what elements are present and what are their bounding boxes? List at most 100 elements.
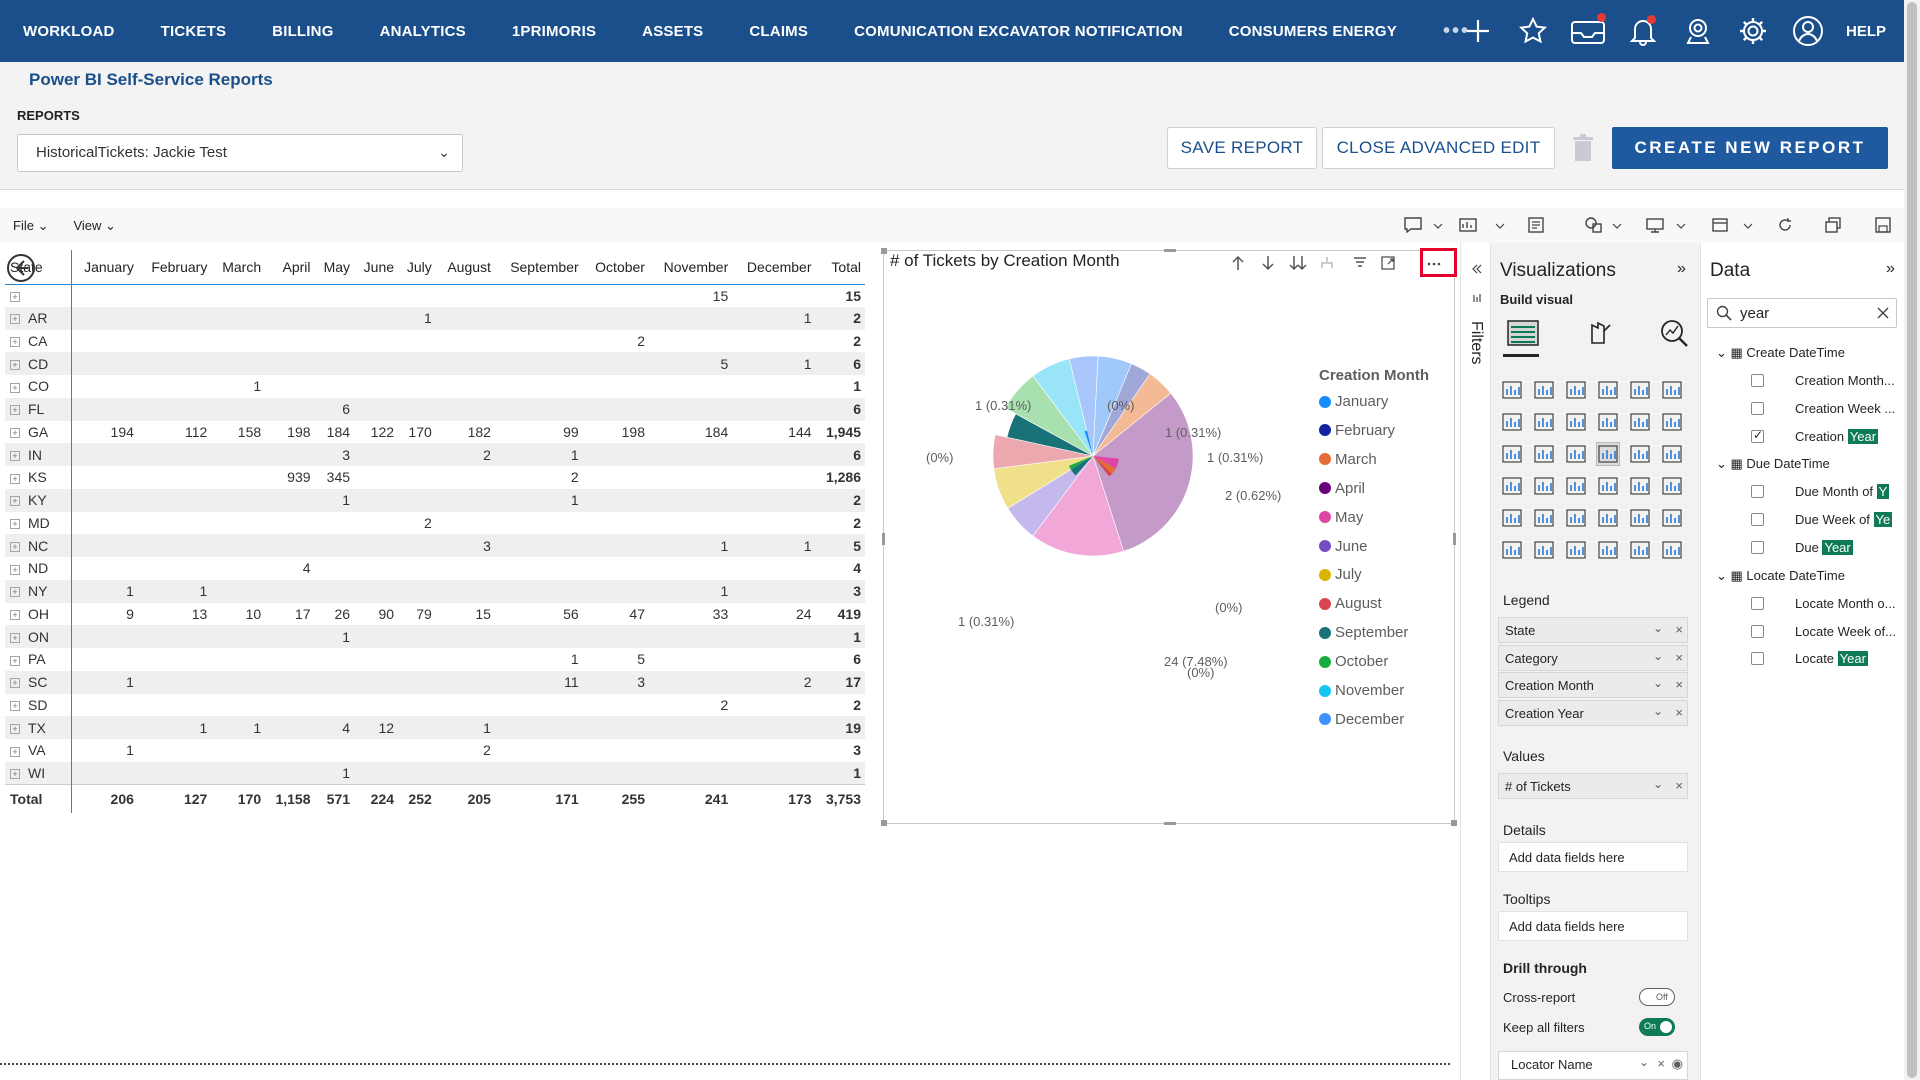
nav-item-tickets[interactable]: TICKETS [160,22,227,40]
matrix-visual[interactable]: State January February March April May June Jul… [5,250,865,813]
expand-icon[interactable]: + [10,678,20,689]
chevron-down-icon[interactable]: ⌄ [1652,621,1663,635]
map-visual-icon[interactable] [1500,474,1524,498]
expand-all-down-icon[interactable] [1288,254,1308,272]
nav-more-icon[interactable]: ••• [1442,19,1470,42]
field-checkbox[interactable] [1751,401,1764,415]
power-apps-visual-icon[interactable] [1660,538,1684,562]
file-menu[interactable]: File ⌄ [13,217,49,233]
table-node-due-datetime[interactable]: ⌄ ▦ Due DateTime [1716,456,1830,472]
close-icon[interactable]: × [1675,704,1683,720]
paginated-visual-icon[interactable] [1628,538,1652,562]
r-visual-visual-icon[interactable] [1660,506,1684,530]
legend-item-february[interactable]: February [1319,422,1395,439]
locator-name-field[interactable]: Locator Name ⌄ × ◉ [1498,1051,1688,1080]
analytics-tab-icon[interactable] [1654,313,1694,353]
pie-sliver[interactable] [1093,456,1116,474]
scrollbar-thumb[interactable] [1907,2,1917,1078]
nav-item-claims[interactable]: CLAIMS [749,22,809,40]
line-visual-icon[interactable] [1500,410,1524,434]
matrix-column-header[interactable]: October [582,250,649,285]
resize-handle[interactable] [882,533,885,545]
expand-icon[interactable]: + [10,587,20,598]
chevron-down-icon[interactable]: ⌄ [1716,567,1731,583]
legend-item-december[interactable]: December [1319,711,1404,728]
key-influencers-visual-icon[interactable] [1532,538,1556,562]
field-node[interactable]: Creation Month... [1795,373,1895,388]
chevron-down-icon[interactable] [1433,222,1443,230]
pie-sliver[interactable] [1093,456,1119,469]
field-node[interactable]: Due Year [1795,540,1853,555]
legend-item-august[interactable]: August [1319,595,1382,612]
close-icon[interactable]: × [1675,622,1683,637]
chevron-down-icon[interactable]: ⌄ [1716,456,1731,472]
inbox-icon[interactable] [1561,0,1616,62]
pie-visual-icon[interactable] [1596,442,1620,466]
100-bar-visual-icon[interactable] [1628,378,1652,402]
textbox-icon[interactable] [1526,216,1546,234]
expand-icon[interactable]: + [10,701,20,712]
resize-handle[interactable] [1453,533,1456,545]
filters-pane[interactable]: Filters [1460,243,1490,1080]
matrix-column-header[interactable]: December [732,250,816,285]
chevron-down-icon[interactable] [1676,222,1686,230]
nav-item-assets[interactable]: ASSETS [642,22,704,40]
hierarchy-icon[interactable] [1319,254,1335,272]
expand-icon[interactable]: + [10,450,20,461]
more-options-highlight[interactable] [1420,248,1457,277]
plus-icon[interactable] [1451,0,1506,62]
shape-map-visual-icon[interactable] [1564,474,1588,498]
expand-icon[interactable]: + [10,519,20,530]
clustered-column-visual-icon[interactable] [1596,378,1620,402]
keep-all-filters-toggle[interactable]: On [1639,1018,1675,1036]
pie-slice-august[interactable] [992,434,1094,470]
funnel-visual-icon[interactable] [1532,442,1556,466]
field-checkbox[interactable] [1751,374,1764,387]
field-checkbox[interactable] [1751,541,1764,554]
table-node-locate-datetime[interactable]: ⌄ ▦ Locate DateTime [1716,568,1845,584]
legend-item-september[interactable]: September [1319,624,1408,641]
chevron-down-icon[interactable]: ⌄ [1716,345,1731,360]
pie-chart[interactable] [883,280,1303,700]
resize-handle[interactable] [1164,249,1176,252]
chevron-down-icon[interactable] [1495,222,1505,230]
matrix-column-header[interactable]: November [648,250,733,285]
star-icon[interactable] [1506,0,1561,62]
legend-field-creation-month[interactable]: Creation Month ⌄ × [1498,672,1688,698]
stacked-column-visual-icon[interactable] [1532,378,1556,402]
shapes-icon[interactable] [1584,216,1604,234]
kpi-visual-icon[interactable] [1532,506,1556,530]
field-checkbox[interactable] [1751,485,1764,499]
expand-icon[interactable]: + [10,564,20,575]
expand-icon[interactable]: + [10,632,20,643]
expand-icon[interactable]: + [10,428,20,439]
user-icon[interactable] [1781,0,1836,62]
field-node[interactable]: Locate Month o... [1795,596,1895,611]
gear-icon[interactable] [1726,0,1781,62]
legend-item-january[interactable]: January [1319,393,1388,410]
expand-icon[interactable]: + [10,382,20,393]
chevron-down-icon[interactable]: ⌄ [1652,676,1663,690]
close-icon[interactable]: × [1657,1056,1665,1071]
pie-slice-december[interactable] [1068,355,1099,457]
field-checkbox[interactable] [1751,513,1764,527]
details-drop-zone[interactable]: Add data fields here [1498,842,1688,872]
legend-item-june[interactable]: June [1319,538,1368,555]
pie-sliver[interactable] [1093,456,1113,477]
expand-icon[interactable]: + [10,314,20,325]
field-checkbox[interactable] [1751,652,1764,666]
support-icon[interactable] [1671,0,1726,62]
cross-report-toggle[interactable]: Off [1639,988,1675,1006]
drill-up-icon[interactable] [1230,254,1246,272]
resize-handle[interactable] [1451,820,1457,826]
matrix-column-header[interactable]: April [265,250,315,285]
legend-item-march[interactable]: March [1319,451,1377,468]
decomposition-tree-visual-icon[interactable] [1564,538,1588,562]
multi-row-card-visual-icon[interactable] [1500,506,1524,530]
nav-item-billing[interactable]: BILLING [272,22,334,40]
legend-item-april[interactable]: April [1319,480,1365,497]
matrix-column-header[interactable]: February [137,250,212,285]
collapse-right-icon[interactable]: » [1886,260,1895,277]
values-field[interactable]: # of Tickets ⌄ × [1498,773,1688,799]
legend-field-creation-year[interactable]: Creation Year ⌄ × [1498,699,1688,726]
